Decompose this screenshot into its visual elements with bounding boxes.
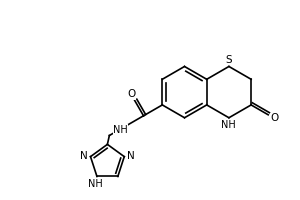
Text: N: N [80,151,88,161]
Text: NH: NH [88,179,102,189]
Text: O: O [127,89,135,99]
Text: S: S [226,55,232,65]
Text: NH: NH [113,125,128,135]
Text: O: O [270,113,278,123]
Text: N: N [127,151,135,161]
Text: NH: NH [220,120,235,130]
